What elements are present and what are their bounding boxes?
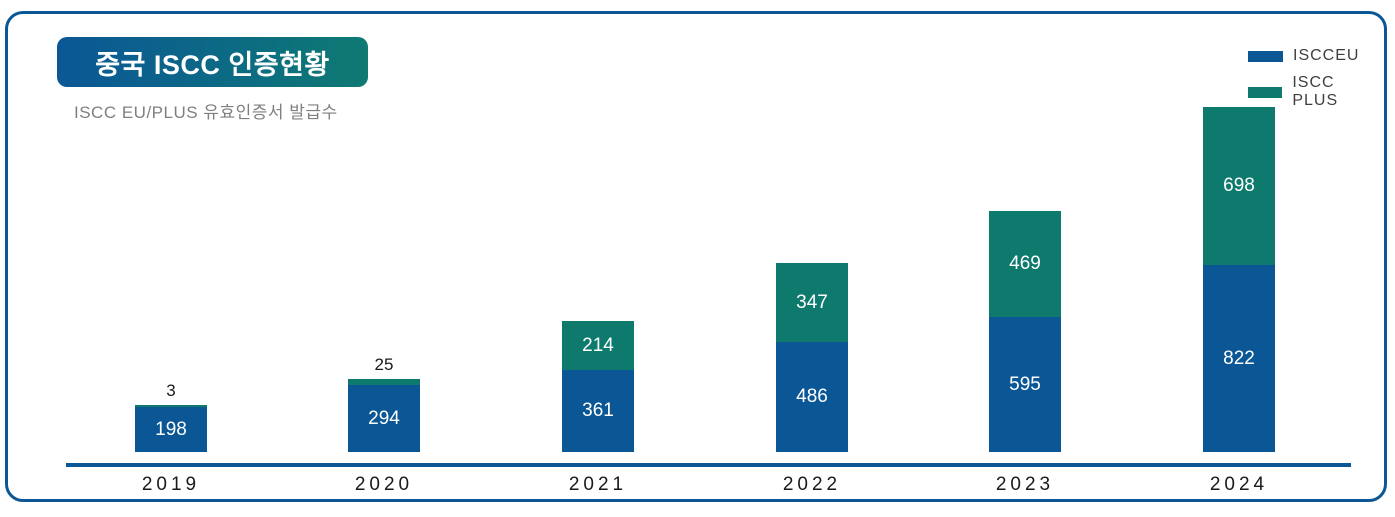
bar-segment-eu-2021: 361 <box>562 370 634 452</box>
bar-value-eu-2024: 822 <box>1223 347 1255 369</box>
bar-segment-eu-2020: 294 <box>348 385 420 452</box>
legend-swatch-isccPLUS <box>1248 86 1283 98</box>
bar-value-plus-2021: 214 <box>582 334 614 356</box>
x-tick-label-2024: 2024 <box>1209 474 1269 495</box>
bar-segment-plus-2021: 214 <box>562 321 634 370</box>
chart-title: 중국 ISCC 인증현황 <box>95 49 330 80</box>
bar-value-plus-2022: 347 <box>796 291 828 313</box>
bar-value-plus-2024: 698 <box>1223 175 1255 196</box>
bar-segment-eu-2023: 595 <box>989 317 1061 452</box>
legend-item-isccPLUS: ISCC PLUS <box>1248 74 1384 110</box>
chart-card-border: 중국 ISCC 인증현황 ISCC EU/PLUS 유효인증서 발급수 ISCC… <box>5 11 1387 502</box>
legend-label-isccEU: ISCCEU <box>1293 47 1360 64</box>
legend-label-isccPLUS: ISCC PLUS <box>1292 74 1339 109</box>
x-tick-label-2019: 2019 <box>141 474 201 495</box>
bar-value-eu-2019: 198 <box>155 418 187 440</box>
chart-title-badge: 중국 ISCC 인증현황 <box>57 37 368 87</box>
bar-segment-eu-2024: 822 <box>1203 265 1275 452</box>
legend-swatch-isccEU <box>1248 50 1283 62</box>
chart-subtitle: ISCC EU/PLUS 유효인증서 발급수 <box>74 103 338 122</box>
legend-item-isccEU: ISCCEU <box>1248 47 1384 65</box>
bar-value-plus-2019: 3 <box>166 381 176 400</box>
x-tick-label-2020: 2020 <box>354 474 414 495</box>
bar-value-plus-2023: 469 <box>1009 253 1041 274</box>
bar-value-eu-2022: 486 <box>796 386 828 407</box>
bar-segment-plus-2020 <box>348 379 420 385</box>
x-tick-label-2022: 2022 <box>782 474 842 495</box>
bar-segment-plus-2019 <box>135 405 207 407</box>
x-axis-line <box>66 463 1351 467</box>
bar-value-eu-2021: 361 <box>582 400 614 421</box>
x-tick-label-2023: 2023 <box>995 474 1055 495</box>
bar-segment-plus-2024: 698 <box>1203 107 1275 265</box>
bar-value-plus-2020: 25 <box>374 355 394 374</box>
bar-segment-eu-2019: 198 <box>135 407 207 452</box>
bar-segment-plus-2022: 347 <box>776 263 848 342</box>
bar-segment-eu-2022: 486 <box>776 342 848 452</box>
bar-value-eu-2023: 595 <box>1009 373 1041 395</box>
bar-segment-plus-2023: 469 <box>989 211 1061 317</box>
bar-value-eu-2020: 294 <box>368 407 400 429</box>
legend: ISCCEU ISCC PLUS <box>1248 47 1384 110</box>
x-tick-label-2021: 2021 <box>568 474 628 495</box>
